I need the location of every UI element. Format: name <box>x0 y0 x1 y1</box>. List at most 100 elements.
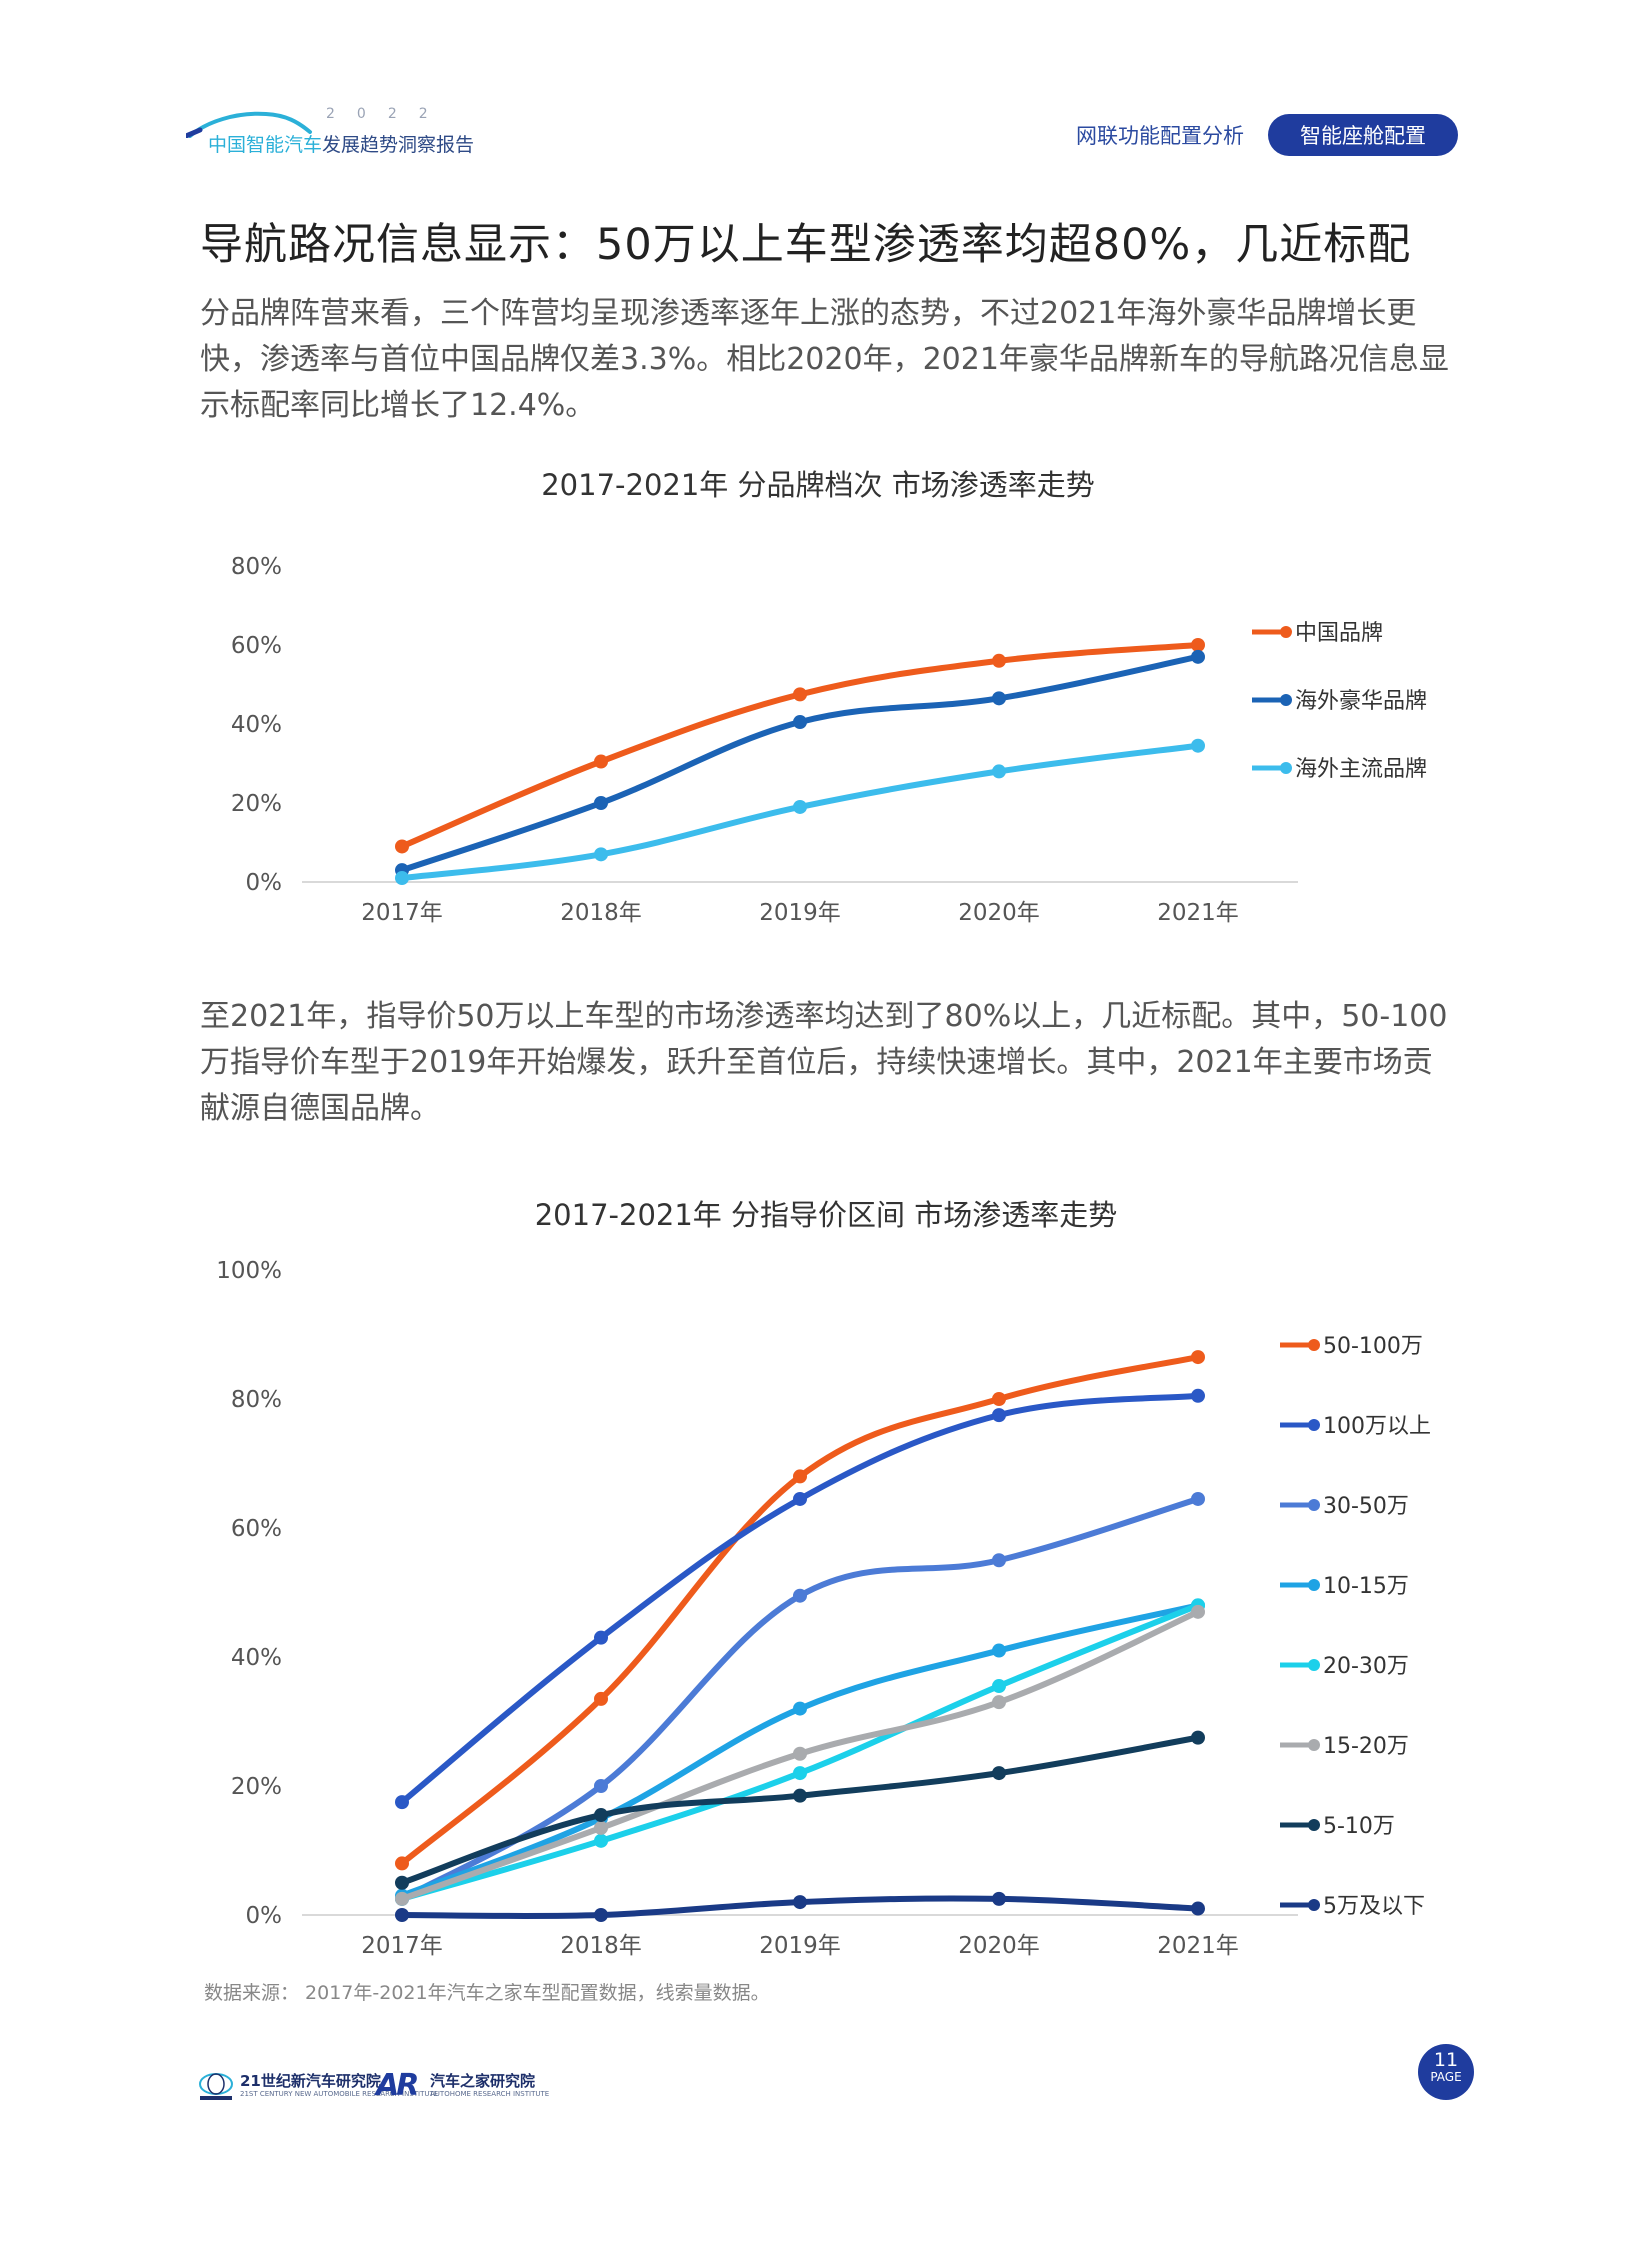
page-title: 导航路况信息显示：50万以上车型渗透率均超80%，几近标配 <box>200 220 1412 270</box>
x-tick-label: 2021年 <box>1157 1933 1239 1959</box>
legend-swatch-dot <box>1308 1579 1320 1591</box>
y-tick-label: 60% <box>231 1516 282 1542</box>
legend-label: 100万以上 <box>1323 1414 1431 1439</box>
x-tick-label: 2017年 <box>361 1933 443 1959</box>
report-logo: 2022 中国智能汽车发展趋势洞察报告 <box>186 106 516 158</box>
logo-year: 2022 <box>326 106 450 122</box>
data-point <box>1191 738 1205 753</box>
x-tick-label: 2018年 <box>560 1933 642 1959</box>
legend-label: 5万及以下 <box>1323 1894 1425 1919</box>
data-point <box>1191 1730 1205 1745</box>
data-point <box>793 1701 807 1716</box>
data-point <box>793 799 807 814</box>
data-point <box>793 1746 807 1761</box>
data-point <box>395 871 409 886</box>
y-tick-label: 100% <box>216 1258 282 1284</box>
legend-swatch-dot <box>1308 1659 1320 1671</box>
institute-globe-icon <box>199 2073 233 2100</box>
x-tick-label: 2017年 <box>361 900 443 926</box>
data-point <box>992 1553 1006 1568</box>
y-tick-label: 20% <box>231 791 282 817</box>
y-tick-label: 60% <box>231 633 282 659</box>
data-point <box>594 1908 608 1922</box>
y-tick-label: 40% <box>231 1645 282 1671</box>
data-point <box>793 1469 807 1484</box>
data-point <box>594 1833 608 1848</box>
chart1-title: 2017-2021年 分品牌档次 市场渗透率走势 <box>541 468 1095 502</box>
data-point <box>992 691 1006 706</box>
logo-title: 中国智能汽车发展趋势洞察报告 <box>208 130 474 157</box>
data-point <box>1191 649 1205 664</box>
legend-swatch-dot <box>1308 1499 1320 1511</box>
legend-label: 15-20万 <box>1323 1734 1409 1759</box>
active-tab-pill[interactable]: 智能座舱配置 <box>1268 114 1458 156</box>
data-point <box>594 1820 608 1835</box>
y-tick-label: 80% <box>231 1387 282 1413</box>
x-tick-label: 2020年 <box>958 900 1040 926</box>
legend-swatch-dot <box>1308 1339 1320 1351</box>
data-point <box>1191 638 1205 652</box>
data-point <box>594 796 608 810</box>
data-point <box>793 1788 807 1803</box>
data-point <box>594 1808 608 1823</box>
footer-logo1-name: 21世纪新汽车研究院 <box>240 2072 381 2090</box>
legend-swatch-dot <box>1308 1419 1320 1431</box>
legend-label: 20-30万 <box>1323 1654 1409 1679</box>
series-line <box>399 1392 1201 1806</box>
data-point <box>1191 1604 1205 1619</box>
data-point <box>395 1875 409 1890</box>
chart2-title: 2017-2021年 分指导价区间 市场渗透率走势 <box>534 1198 1118 1232</box>
data-point <box>1191 1491 1205 1506</box>
data-source-note: 数据来源： 2017年-2021年汽车之家车型配置数据，线索量数据。 <box>204 1982 770 2004</box>
x-tick-label: 2020年 <box>958 1933 1040 1959</box>
data-point <box>793 687 807 702</box>
data-point <box>395 1856 409 1871</box>
footer-logo1-sub: 21ST CENTURY NEW AUTOMOBILE RESEARCH INS… <box>240 2090 439 2098</box>
footer-logo2-sub: AUTOHOME RESEARCH INSTITUTE <box>430 2090 550 2098</box>
legend-label: 50-100万 <box>1323 1334 1423 1359</box>
page-number-badge: 11 PAGE <box>1418 2044 1474 2100</box>
logo-title-dark: 发展趋势洞察报告 <box>322 134 475 156</box>
y-tick-label: 0% <box>246 870 283 896</box>
data-point <box>992 764 1006 779</box>
data-point <box>594 1691 608 1706</box>
data-point <box>395 1891 409 1906</box>
data-point <box>1191 1901 1205 1916</box>
data-point <box>594 1630 608 1645</box>
legend-swatch-dot <box>1308 1819 1320 1831</box>
data-point <box>992 1643 1006 1658</box>
legend-swatch-dot <box>1308 1739 1320 1751</box>
data-point <box>395 839 409 854</box>
page-number: 11 <box>1433 2049 1459 2071</box>
y-tick-label: 20% <box>231 1774 282 1800</box>
y-tick-label: 40% <box>231 712 282 738</box>
data-point <box>793 1895 807 1910</box>
data-point <box>793 1766 807 1781</box>
price-paragraph: 至2021年，指导价50万以上车型的市场渗透率均达到了80%以上，几近标配。其中… <box>200 999 1448 1126</box>
data-point <box>992 1392 1006 1406</box>
legend-label: 10-15万 <box>1323 1574 1409 1599</box>
legend-label: 中国品牌 <box>1295 621 1383 646</box>
intro-paragraph: 分品牌阵营来看，三个阵营均呈现渗透率逐年上涨的态势，不过2021年海外豪华品牌增… <box>200 296 1449 423</box>
x-tick-label: 2021年 <box>1157 900 1239 926</box>
car-logo-icon <box>186 111 312 138</box>
legend-label: 5-10万 <box>1323 1814 1395 1839</box>
data-point <box>594 847 608 862</box>
data-point <box>395 1908 409 1922</box>
legend-swatch-dot <box>1280 626 1292 638</box>
y-tick-label: 80% <box>231 554 282 580</box>
data-point <box>992 1408 1006 1423</box>
data-point <box>992 1679 1006 1694</box>
data-point <box>793 1588 807 1603</box>
data-point <box>992 653 1006 668</box>
data-point <box>594 1779 608 1793</box>
data-point <box>1191 1350 1205 1365</box>
legend-swatch-dot <box>1308 1899 1320 1911</box>
legend-swatch-dot <box>1280 762 1292 774</box>
section-label[interactable]: 网联功能配置分析 <box>1076 124 1244 148</box>
series-line <box>399 1354 1201 1867</box>
data-point <box>992 1891 1006 1906</box>
logo-title-light: 中国智能汽车 <box>208 134 323 156</box>
